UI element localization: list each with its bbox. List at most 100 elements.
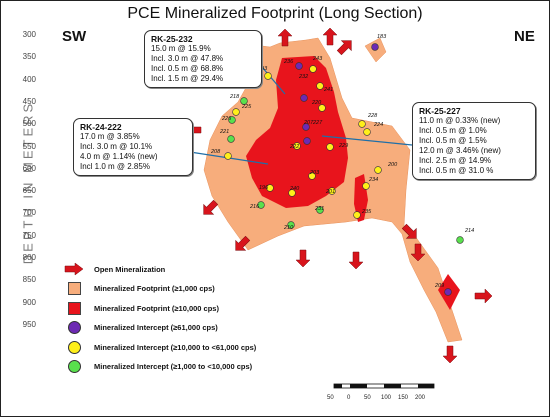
drillhole-label-221: 221 [220, 129, 230, 135]
drillhole-label-201: 201 [326, 189, 336, 195]
intercept-dot-208 [224, 152, 232, 160]
callout-rk-24-222: RK-24-222 17.0 m @ 3.85% Incl. 3.0 m @ 10.… [73, 118, 193, 176]
intercept-dot-229 [326, 143, 334, 151]
drillhole-label-241: 241 [324, 87, 334, 93]
intercept-dot-232 [300, 94, 308, 102]
drillhole-label-214: 214 [465, 228, 475, 234]
drillhole-label-229: 229 [339, 143, 349, 149]
drillhole-label-236: 236 [284, 59, 294, 65]
ne-label: NE [514, 28, 535, 45]
drillhole-label-209: 209 [435, 283, 445, 289]
intercept-dot-231 [316, 206, 324, 214]
legend-square-icon [67, 301, 81, 315]
intercept-dot-183 [371, 43, 379, 51]
legend-item: Open Mineralization [63, 262, 165, 276]
intercept-dot-209 [444, 288, 452, 296]
callout-title: RK-25-227 [419, 106, 461, 116]
intercept-dot-218 [240, 97, 248, 105]
callout-rk-25-232: RK-25-232 15.0 m @ 15.9% Incl. 3.0 m @ 47.… [144, 30, 262, 88]
open-mineralization-arrow [322, 27, 338, 46]
depth-tick: 550 [22, 141, 36, 151]
drillhole-label-235: 235 [362, 209, 372, 215]
scale-label: 50 [327, 395, 334, 401]
depth-tick: 650 [22, 186, 36, 196]
depth-tick: 500 [22, 119, 36, 129]
depth-tick: 300 [22, 30, 36, 39]
intercept-dot-193 [264, 72, 272, 80]
callout-line: 12.0 m @ 3.46% (new) [419, 146, 501, 155]
open-mineralization-arrow [442, 345, 458, 364]
callout-line: Incl 1.0 m @ 2.85% [80, 162, 150, 171]
legend-item: Mineralized Intercept (≥1,000 to <10,000… [63, 360, 252, 374]
map-title: PCE Mineralized Footprint (Long Section) [127, 5, 423, 22]
intercept-dot-207 [303, 137, 311, 145]
legend-item: Mineralized Footprint (≥10,000 cps) [63, 301, 219, 315]
legend-item: Mineralized Footprint (≥1,000 cps) [63, 282, 215, 296]
callout-line: Incl. 1.5 m @ 29.4% [151, 74, 224, 83]
drillhole-label-220: 220 [312, 100, 322, 106]
drillhole-label-200: 200 [388, 162, 398, 168]
drillhole-label-232: 232 [299, 74, 309, 80]
drillhole-label-243: 243 [313, 56, 323, 62]
legend-label: Mineralized Intercept (≥10,000 to <61,00… [94, 342, 257, 352]
open-mineralization-arrow [474, 288, 493, 304]
depth-tick: 850 [22, 275, 36, 285]
scale-label: 0 [347, 395, 351, 401]
intercept-dot-234 [362, 182, 370, 190]
callout-line: Incl. 3.0 m @ 10.1% [80, 142, 153, 151]
depth-tick: 600 [22, 163, 36, 173]
intercept-dot-241 [316, 82, 324, 90]
drillhole-label-183: 183 [377, 34, 387, 40]
intercept-dot-214 [456, 236, 464, 244]
open-mineralization-arrow [295, 249, 311, 268]
intercept-dot-222 [293, 142, 301, 150]
intercept-dot-235 [353, 211, 361, 219]
intercept-dot-200 [374, 166, 382, 174]
legend-label: Mineralized Intercept (≥1,000 to <10,000… [94, 362, 253, 371]
callout-line: 4.0 m @ 1.14% (new) [80, 152, 158, 161]
intercept-dot-221 [227, 135, 235, 143]
callout-line: Incl. 0.5 m @ 1.5% [419, 136, 487, 145]
drillhole-label-210: 210 [284, 225, 294, 231]
legend-dot-icon [67, 321, 81, 334]
callout-line: 17.0 m @ 3.85% [80, 132, 140, 141]
legend-dot-icon [67, 360, 81, 373]
drillhole-label-231: 231 [315, 206, 325, 212]
intercept-dot-201 [328, 187, 336, 195]
intercept-dot-228 [358, 120, 366, 128]
drillhole-label-227: 227 [313, 120, 323, 126]
drillhole-label-216: 216 [250, 204, 260, 210]
drillhole-label-207: 207 [304, 120, 314, 126]
drillhole-label-208: 208 [211, 149, 221, 155]
callout-rk-25-227: RK-25-227 11.0 m @ 0.33% (new) Incl. 0.5 m… [412, 102, 536, 180]
intercept-dot-225 [232, 108, 240, 116]
open-mineralization-arrow [401, 223, 417, 239]
intercept-dot-243 [309, 65, 317, 73]
callout-line: Incl. 2.5 m @ 14.9% [419, 156, 492, 165]
drillhole-label-224: 224 [374, 122, 384, 128]
drillhole-label-234: 234 [369, 177, 379, 183]
legend-dot-icon [67, 340, 81, 354]
drillhole-label-222: 222 [290, 144, 300, 150]
intercept-dot-203 [308, 172, 316, 180]
legend-label: Mineralized Footprint (≥1,000 cps) [94, 284, 215, 293]
depth-tick: 800 [22, 253, 36, 262]
callout-line: 15.0 m @ 15.9% [151, 44, 211, 53]
callout-title: RK-24-222 [80, 122, 122, 132]
legend-item: Mineralized Intercept (≥61,000 cps) [63, 321, 218, 335]
callout-line: Incl. 0.5 m @ 1.0% [419, 126, 487, 135]
scale-label: 100 [381, 395, 392, 401]
drillhole-label-193: 193 [258, 66, 268, 72]
legend-label: Open Mineralization [94, 264, 166, 274]
intercept-dot-236 [295, 62, 303, 70]
callout-line: Incl. 3.0 m @ 47.8% [151, 54, 224, 63]
intercept-dots [224, 43, 464, 296]
legend-label: Mineralized Footprint (≥10,000 cps) [94, 303, 219, 313]
drillhole-label-240: 240 [290, 186, 300, 192]
drillhole-label-228: 228 [368, 113, 378, 119]
open-mineralization-arrow [277, 28, 293, 47]
depth-tick: 450 [22, 96, 36, 106]
drillhole-label-218: 218 [230, 94, 240, 100]
drillhole-label-225: 225 [242, 104, 252, 110]
intercept-dot-226 [228, 116, 236, 124]
